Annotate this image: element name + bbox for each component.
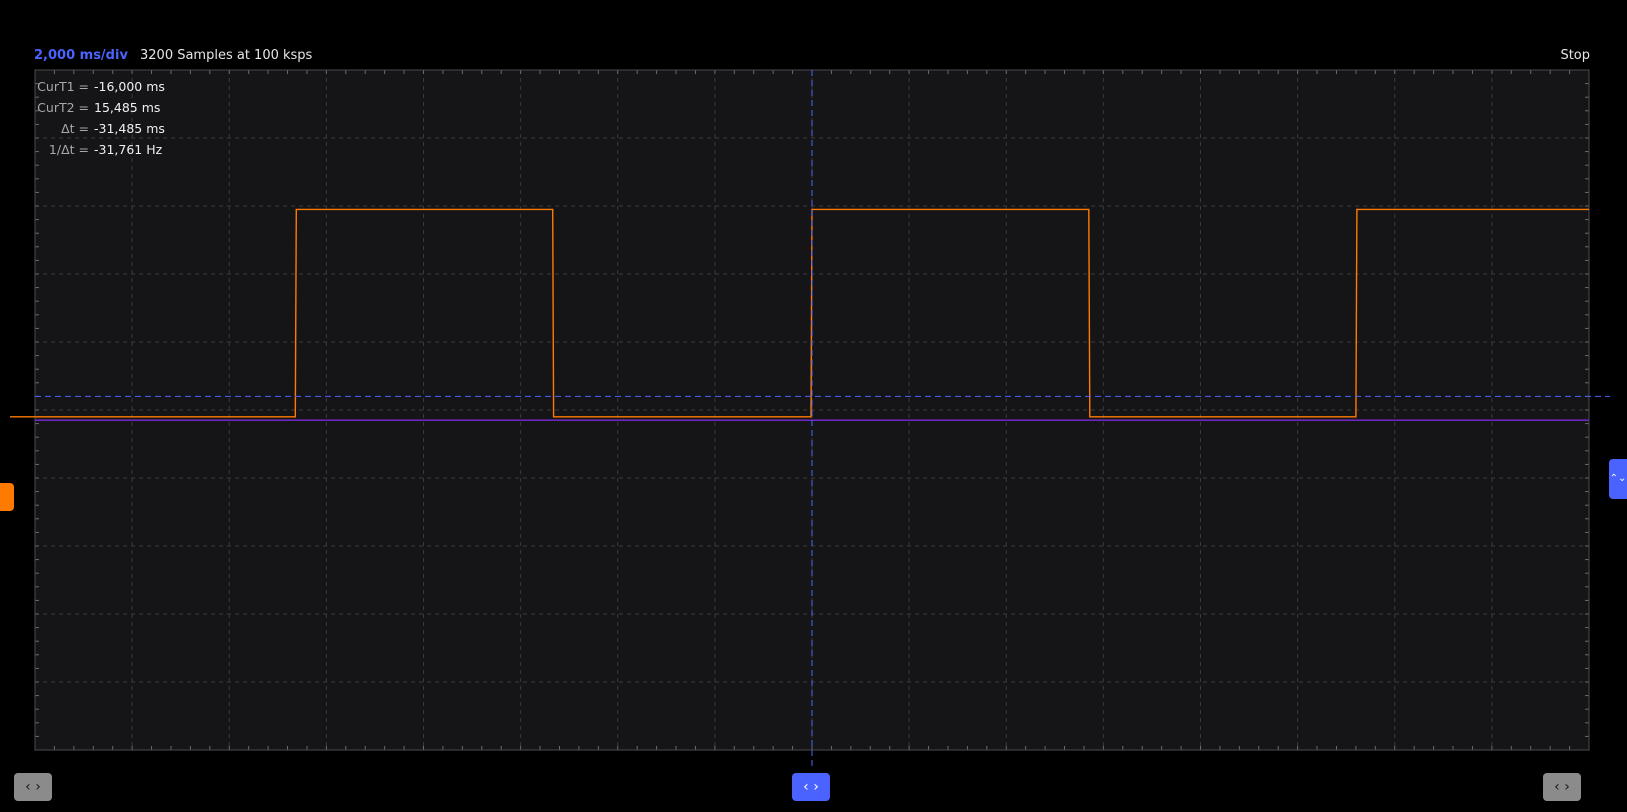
cursor-readout: CurT1 = -16,000 ms CurT2 = 15,485 ms Δt = -31… [0, 76, 200, 166]
trigger-level-handle[interactable]: ⌃⌄ [1609, 459, 1627, 499]
samples-info: 3200 Samples at 100 ksps [140, 48, 313, 63]
cursor-readout-label: CurT1 = [37, 79, 89, 94]
chevron-left-right-icon: ‹ › [803, 779, 819, 795]
chevron-left-right-icon: ‹ › [25, 779, 41, 795]
timebase-label[interactable]: 2,000 ms/div [34, 48, 128, 63]
cursor-center-handle[interactable]: ‹ › [792, 773, 830, 801]
cursor-readout-value: -16,000 ms [94, 79, 165, 94]
cursor-readout-label: 1/Δt = [48, 142, 89, 157]
chevron-left-right-icon: ‹ › [1554, 779, 1570, 795]
scroll-right-button[interactable]: ‹ › [1543, 773, 1581, 801]
cursor-readout-value: 15,485 ms [94, 100, 161, 115]
cursor-readout-label: CurT2 = [37, 100, 89, 115]
top-bar: 2,000 ms/div 3200 Samples at 100 ksps St… [0, 0, 1627, 70]
cursor-readout-label: Δt = [61, 121, 89, 136]
chevron-up-down-icon: ⌃⌄ [1609, 473, 1627, 484]
scroll-left-button[interactable]: ‹ › [14, 773, 52, 801]
channel1-offset-marker[interactable] [0, 483, 14, 511]
cursor-readout-value: -31,485 ms [94, 121, 165, 136]
run-state-button[interactable]: Stop [1560, 48, 1590, 63]
cursor-readout-value: -31,761 Hz [94, 142, 163, 157]
